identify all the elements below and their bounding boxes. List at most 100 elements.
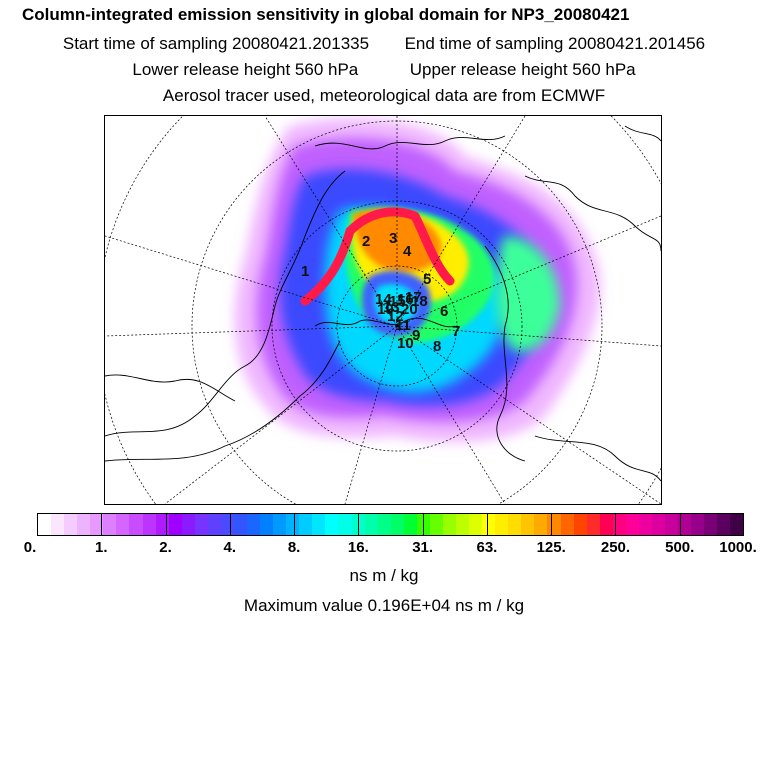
colorbar-swatch <box>638 514 652 535</box>
coast-southeast <box>534 435 661 482</box>
colorbar-swatch <box>717 514 731 535</box>
map-panel: 1 2 3 4 5 6 7 8 9 10 11 12 13 14 15 16 1… <box>104 115 662 505</box>
colorbar-swatch <box>51 514 65 535</box>
colorbar-tick <box>615 514 617 535</box>
colorbar-swatch <box>273 514 287 535</box>
colorbar-swatch <box>534 514 548 535</box>
colorbar-tick-label: 31. <box>412 539 434 556</box>
colorbar-swatch <box>586 514 600 535</box>
colorbar-swatch <box>573 514 587 535</box>
colorbar-tick-label: 8. <box>287 539 301 556</box>
release-marker: 19 <box>377 301 394 318</box>
colorbar-swatch <box>403 514 417 535</box>
release-marker: 11 <box>395 317 411 334</box>
polar-map: 1 2 3 4 5 6 7 8 9 10 11 12 13 14 15 16 1… <box>105 116 661 504</box>
colorbar-swatch <box>482 514 496 535</box>
colorbar-swatch <box>103 514 117 535</box>
colorbar-swatch <box>521 514 535 535</box>
colorbar-tick-label: 1. <box>95 539 108 556</box>
colorbar-units: ns m / kg <box>349 566 419 585</box>
colorbar-swatch <box>260 514 274 535</box>
colorbar-tick-label: 2. <box>159 539 172 556</box>
colorbar-swatch <box>442 514 456 535</box>
coast-western <box>105 170 346 437</box>
release-marker: 6 <box>440 303 448 320</box>
release-marker: 18 <box>411 293 428 310</box>
info-line: Aerosol tracer used, meteorological data… <box>162 86 606 105</box>
colorbar-swatch <box>168 514 182 535</box>
release-marker: 13 <box>383 299 400 316</box>
colorbar-swatch <box>155 514 169 535</box>
colorbar-tick-label: 0. <box>23 539 37 556</box>
colorbar-swatch <box>547 514 561 535</box>
colorbar-swatch <box>90 514 104 535</box>
colorbar-swatch <box>495 514 509 535</box>
colorbar-swatch <box>599 514 613 535</box>
sensitivity-field <box>234 118 601 442</box>
colorbar-swatch <box>678 514 692 535</box>
colorbar-swatch <box>64 514 78 535</box>
colorbar-swatch <box>299 514 313 535</box>
field-layer-east-green <box>496 236 560 352</box>
colorbar-swatch <box>469 514 483 535</box>
colorbar-swatch <box>338 514 352 535</box>
coast-southwest <box>105 374 236 402</box>
colorbar-swatch <box>625 514 639 535</box>
colorbar-tick <box>358 514 360 535</box>
release-marker: 8 <box>433 338 441 355</box>
release-marker: 15 <box>389 293 406 310</box>
maximum-value-label: Maximum value 0.196E+04 ns m / kg <box>243 596 525 615</box>
colorbar-swatch <box>390 514 404 535</box>
colorbar-tick <box>165 514 167 535</box>
colorbar-swatch <box>691 514 705 535</box>
colorbar-swatch <box>364 514 378 535</box>
colorbar-swatch <box>129 514 143 535</box>
colorbar-tick <box>422 514 424 535</box>
release-marker: 12 <box>387 308 404 325</box>
upper-release-label: Upper release height 560 hPa <box>409 60 636 79</box>
colorbar <box>37 513 744 536</box>
colorbar-swatch <box>351 514 365 535</box>
colorbar-swatch <box>456 514 470 535</box>
coast-eastern <box>484 245 526 462</box>
release-marker: 10 <box>397 335 414 352</box>
colorbar-tick <box>229 514 231 535</box>
colorbar-tick-label: 125. <box>536 539 566 556</box>
colorbar-swatch <box>325 514 339 535</box>
coastlines <box>105 125 661 482</box>
colorbar-tick <box>486 514 488 535</box>
coast-eastern-2 <box>524 175 661 252</box>
colorbar-swatch <box>508 514 522 535</box>
colorbar-swatch <box>38 514 52 535</box>
end-time-label: End time of sampling 20080421.201456 <box>404 34 706 53</box>
release-marker: 7 <box>452 323 460 340</box>
colorbar-swatch <box>194 514 208 535</box>
release-marker: 16 <box>397 291 414 308</box>
colorbar-swatch <box>207 514 221 535</box>
colorbar-swatch <box>665 514 679 535</box>
colorbar-swatch <box>142 514 156 535</box>
colorbar-tick-label: 16. <box>347 539 369 556</box>
coast-western-2 <box>105 340 341 462</box>
release-marker: 1 <box>301 263 309 280</box>
colorbar-swatch <box>377 514 391 535</box>
colorbar-tick <box>551 514 553 535</box>
coast-northeast <box>624 125 661 142</box>
colorbar-tick-label: 250. <box>600 539 631 556</box>
release-marker: 5 <box>423 271 431 288</box>
colorbar-swatch <box>181 514 195 535</box>
colorbar-swatch <box>247 514 261 535</box>
colorbar-swatch <box>286 514 300 535</box>
colorbar-swatch <box>116 514 130 535</box>
release-markers: 1 2 3 4 5 6 7 8 9 10 11 12 13 14 15 16 1… <box>301 230 460 355</box>
colorbar-swatch <box>730 514 744 535</box>
colorbar-swatch <box>220 514 234 535</box>
release-marker: 20 <box>401 301 418 318</box>
colorbar-tick <box>679 514 681 535</box>
colorbar-tick-label: 4. <box>223 539 237 556</box>
colorbar-swatch <box>77 514 91 535</box>
release-marker: 17 <box>405 289 422 306</box>
release-marker: 2 <box>362 233 370 250</box>
start-time-label: Start time of sampling 20080421.201335 <box>62 34 370 53</box>
colorbar-swatch <box>651 514 665 535</box>
